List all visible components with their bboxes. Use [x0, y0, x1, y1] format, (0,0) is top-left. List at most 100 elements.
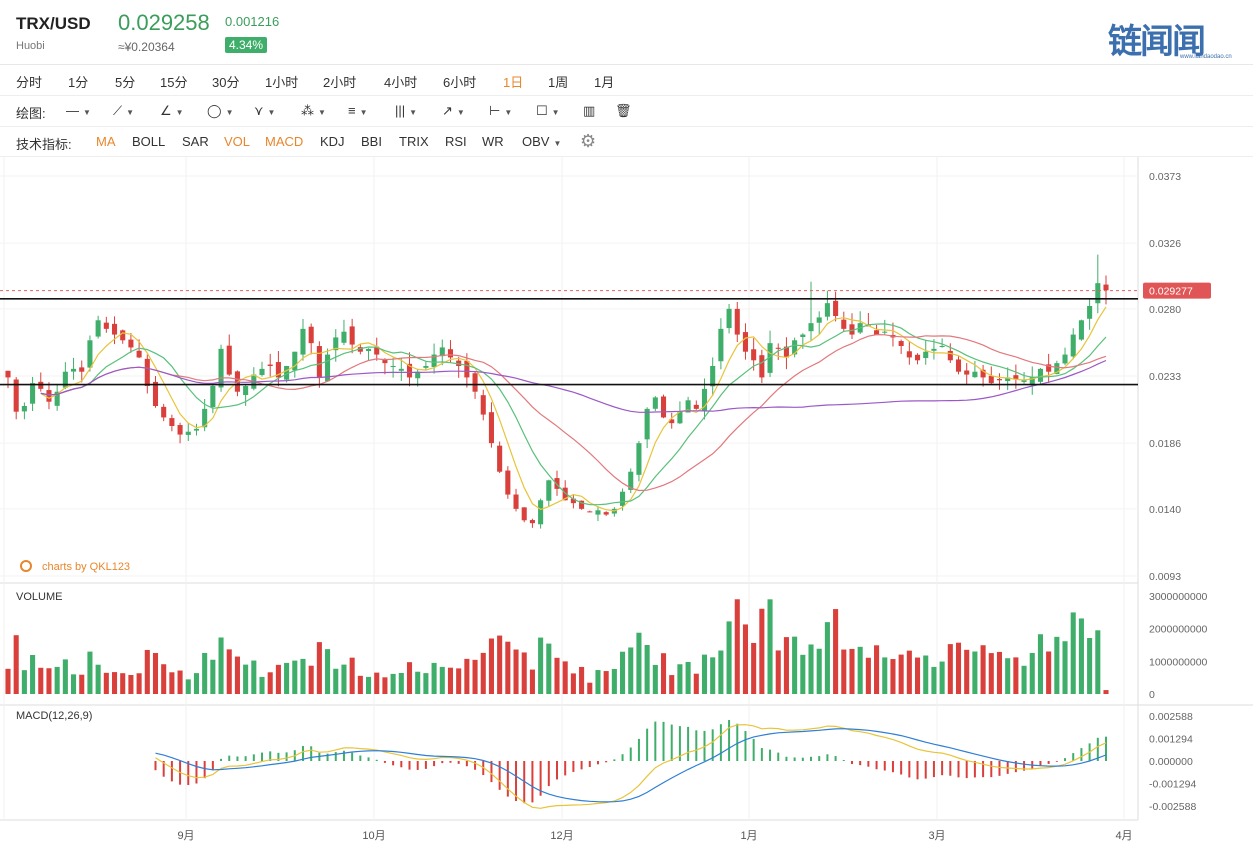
- indicator-bbi[interactable]: BBI: [361, 134, 382, 149]
- candle-body: [390, 366, 396, 367]
- volume-bar: [660, 653, 667, 694]
- candle-body: [701, 388, 708, 412]
- macd-tick-label: -0.001294: [1149, 779, 1196, 791]
- candle-body: [603, 512, 609, 515]
- interval-11[interactable]: 1月: [594, 75, 615, 90]
- candle-body: [1029, 377, 1035, 384]
- candle-body: [562, 487, 568, 501]
- candle-body: [13, 379, 19, 412]
- macd-histogram-bar: [326, 753, 329, 761]
- fib-tool-icon[interactable]: ≡ ▼: [348, 103, 368, 118]
- candle-body: [677, 411, 683, 424]
- volume-bar: [497, 635, 503, 694]
- interval-bar: 分时 1分 5分 15分 30分 1小时 2小时 4小时 6小时 1日 1周 1月: [0, 64, 1253, 96]
- comment-tool-icon[interactable]: ☐ ▼: [536, 103, 560, 118]
- candle-body: [292, 351, 298, 371]
- volume-bar: [13, 635, 19, 694]
- candle-body: [734, 308, 740, 335]
- interval-6[interactable]: 2小时: [323, 75, 357, 90]
- price-chart[interactable]: 0.0373 0.0326 0.0280 0.0233 0.0186 0.0140 0.00…: [0, 157, 1253, 859]
- volume-bar: [464, 658, 470, 694]
- interval-9[interactable]: 1日: [503, 75, 524, 90]
- macd-tick-label: 0.000000: [1149, 756, 1193, 768]
- interval-4[interactable]: 30分: [212, 75, 240, 90]
- volume-bar: [972, 651, 978, 694]
- macd-histogram-bar: [539, 761, 542, 796]
- current-price-tag-text: 0.029277: [1149, 286, 1193, 298]
- volume-bar: [955, 642, 962, 694]
- macd-histogram-bar: [982, 761, 985, 778]
- site-logo[interactable]: 链闻闻 www.liandaodao.cn: [1108, 14, 1232, 63]
- candle-body: [5, 370, 11, 378]
- volume-bar: [210, 659, 216, 694]
- macd-histogram-bar: [580, 761, 583, 770]
- volume-bar: [144, 649, 150, 694]
- interval-10[interactable]: 1周: [548, 75, 569, 90]
- interval-7[interactable]: 4小时: [384, 75, 418, 90]
- zigzag-tool-icon[interactable]: ⋎ ▼: [254, 103, 276, 118]
- interval-3[interactable]: 15分: [160, 75, 188, 90]
- interval-1[interactable]: 1分: [68, 75, 89, 90]
- measure-tool-icon[interactable]: ⊢ ▼: [489, 103, 513, 118]
- drawing-toolbar: 绘图: — ▼ ⟋ ▼ ∠ ▼ ◯ ▼ ⋎ ▼ ⁂ ▼ ≡ ▼ ||| ▼ ↗ ▼ ⊢ ▼ ☐ ▼ ▥ 🗑: [0, 95, 1253, 127]
- volume-tick-label: 3000000000: [1149, 591, 1208, 603]
- volume-bar: [382, 677, 388, 694]
- volume-bar: [1070, 612, 1076, 694]
- drawing-label: 绘图:: [16, 106, 46, 121]
- macd-histogram-bar: [703, 730, 706, 761]
- macd-histogram-bar: [301, 745, 304, 761]
- macd-histogram-bar: [678, 726, 681, 761]
- macd-histogram-bar: [654, 721, 657, 761]
- chevron-down-icon: ▼: [83, 108, 91, 117]
- line-tool-icon[interactable]: — ▼: [66, 103, 91, 118]
- indicator-ma[interactable]: MA: [96, 134, 116, 149]
- pattern-tool-icon[interactable]: ⁂ ▼: [301, 103, 326, 118]
- candle-body: [824, 303, 830, 317]
- volume-bar: [538, 637, 544, 694]
- candle-body: [1103, 284, 1109, 291]
- indicator-wr[interactable]: WR: [482, 134, 504, 149]
- gann-tool-icon[interactable]: ||| ▼: [395, 103, 418, 118]
- trash-icon[interactable]: 🗑: [615, 103, 632, 118]
- indicator-boll[interactable]: BOLL: [132, 134, 166, 149]
- candle-body: [136, 350, 142, 358]
- macd-histogram-bar: [359, 755, 362, 761]
- price-tick-label: 0.0186: [1149, 438, 1181, 450]
- candle-body: [849, 324, 855, 335]
- candle-body: [669, 419, 675, 424]
- bar-pattern-icon[interactable]: ▥: [583, 103, 596, 118]
- macd-histogram-bar: [416, 761, 419, 770]
- indicator-macd[interactable]: MACD: [265, 134, 304, 149]
- indicator-rsi[interactable]: RSI: [445, 134, 467, 149]
- macd-histogram-bar: [769, 749, 772, 761]
- interval-8[interactable]: 6小时: [443, 75, 477, 90]
- price-tick-label: 0.0233: [1149, 371, 1181, 383]
- candle-body: [300, 328, 306, 355]
- indicator-vol[interactable]: VOL: [224, 134, 251, 149]
- gear-icon[interactable]: ⚙: [580, 131, 597, 151]
- arrow-tool-icon[interactable]: ↗ ▼: [442, 103, 465, 118]
- indicator-sar[interactable]: SAR: [182, 134, 209, 149]
- indicator-trix[interactable]: TRIX: [399, 134, 429, 149]
- volume-bar: [677, 664, 683, 694]
- candle-body: [644, 408, 650, 440]
- candle-body: [554, 478, 560, 489]
- indicator-kdj[interactable]: KDJ: [320, 134, 345, 149]
- interval-5[interactable]: 1小时: [265, 75, 299, 90]
- logo-text: 链闻闻: [1108, 23, 1206, 61]
- angle-tool-icon[interactable]: ∠ ▼: [160, 103, 184, 118]
- interval-0[interactable]: 分时: [16, 75, 43, 90]
- volume-bar: [595, 670, 601, 694]
- volume-bar: [406, 662, 413, 694]
- macd-histogram-bar: [1105, 736, 1107, 761]
- pen-tool-icon[interactable]: ⟋ ▼: [113, 103, 135, 118]
- circle-tool-icon[interactable]: ◯ ▼: [207, 103, 234, 118]
- volume-bar: [570, 673, 576, 694]
- macd-histogram-bar: [941, 761, 944, 776]
- indicator-obv[interactable]: OBV ▼: [522, 134, 562, 149]
- volume-bar: [325, 649, 331, 694]
- interval-2[interactable]: 5分: [115, 75, 136, 90]
- macd-histogram-bar: [203, 761, 206, 779]
- candle-body: [808, 323, 814, 332]
- candle-body: [464, 360, 470, 378]
